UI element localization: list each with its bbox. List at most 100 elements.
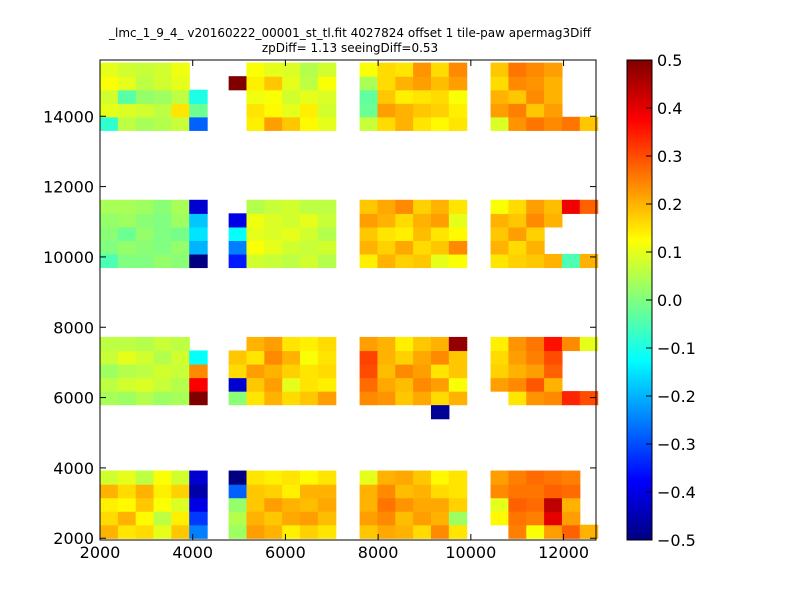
heatmap-cell — [359, 484, 379, 499]
y-tick-label: 6000 — [53, 389, 94, 408]
heatmap-cell — [282, 377, 301, 392]
heatmap-cell — [317, 226, 337, 241]
heatmap-cell — [246, 377, 265, 392]
heatmap-cell — [264, 240, 283, 255]
heatmap-cell — [508, 226, 527, 241]
heatmap-cell — [300, 484, 319, 499]
heatmap-cell — [100, 62, 119, 77]
heatmap-cell — [228, 240, 248, 255]
heatmap-cell — [300, 511, 319, 526]
heatmap-cell — [508, 336, 527, 352]
chart-title: _lmc_1_9_4_ v20160222_00001_st_tl.fit 40… — [108, 26, 592, 40]
heatmap-cell — [508, 511, 527, 526]
heatmap-cell — [395, 116, 414, 131]
heatmap-cell — [359, 76, 379, 91]
heatmap-cell — [395, 253, 414, 269]
heatmap-cell — [282, 213, 301, 228]
heatmap-cell — [153, 524, 172, 539]
heatmap-cell — [395, 377, 414, 392]
heatmap-cell — [490, 484, 509, 499]
heatmap-cell — [300, 226, 319, 241]
heatmap-cell — [395, 199, 414, 214]
heatmap-cell — [544, 253, 563, 269]
heatmap-cell — [395, 391, 414, 406]
heatmap-cell — [264, 199, 283, 214]
heatmap-cell — [413, 484, 432, 499]
heatmap-cell — [117, 62, 137, 77]
heatmap-cell — [430, 336, 450, 352]
heatmap-cell — [430, 199, 450, 214]
heatmap-cell — [189, 103, 208, 118]
heatmap-cell — [282, 240, 301, 255]
heatmap-cell — [171, 89, 190, 104]
heatmap-cell — [359, 391, 379, 406]
heatmap-cell — [413, 470, 432, 485]
heatmap-cell — [448, 213, 468, 228]
heatmap-cell — [171, 103, 190, 118]
heatmap-cell — [153, 470, 172, 485]
heatmap-cell — [300, 497, 319, 512]
heatmap-cell — [153, 497, 172, 512]
heatmap-cell — [413, 253, 432, 269]
heatmap-cell — [264, 226, 283, 241]
heatmap-cell — [561, 511, 581, 526]
heatmap-cell — [430, 62, 450, 77]
heatmap-cell — [264, 116, 283, 131]
heatmap-cell — [377, 364, 396, 379]
heatmap-cell — [228, 226, 248, 241]
heatmap-cell — [544, 484, 563, 499]
heatmap-cell — [135, 336, 155, 352]
heatmap-cell — [228, 391, 248, 406]
heatmap-cell — [264, 511, 283, 526]
heatmap-cell — [171, 497, 190, 512]
heatmap-cell — [282, 336, 301, 352]
heatmap-cell — [135, 377, 155, 392]
heatmap-cell — [359, 336, 379, 352]
heatmap-cell — [508, 377, 527, 392]
heatmap-cell — [490, 497, 509, 512]
colorbar-tick-label: 0.3 — [657, 147, 682, 166]
heatmap-cell — [171, 524, 190, 539]
heatmap-cell — [377, 524, 396, 539]
heatmap-cell — [490, 89, 509, 104]
heatmap-cell — [246, 336, 265, 352]
colorbar-tick-label: 0.2 — [657, 195, 682, 214]
heatmap-cell — [430, 76, 450, 91]
heatmap-cell — [153, 240, 172, 255]
heatmap-cell — [282, 76, 301, 91]
heatmap-cell — [490, 199, 509, 214]
heatmap-cell — [317, 213, 337, 228]
heatmap-cell — [189, 89, 208, 104]
heatmap-cell — [282, 391, 301, 406]
heatmap-cell — [508, 240, 527, 255]
heatmap-cell — [526, 484, 545, 499]
heatmap-cell — [413, 62, 432, 77]
heatmap-cell — [430, 497, 450, 512]
heatmap-cell — [189, 253, 208, 269]
heatmap-cell — [490, 76, 509, 91]
heatmap-cell — [430, 511, 450, 526]
heatmap-cell — [430, 377, 450, 392]
heatmap-cell — [413, 226, 432, 241]
heatmap-cell — [264, 524, 283, 539]
heatmap-cell — [508, 116, 527, 131]
heatmap-cell — [413, 76, 432, 91]
heatmap-cell — [526, 524, 545, 539]
heatmap-cell — [544, 89, 563, 104]
heatmap-cell — [300, 89, 319, 104]
colorbar-tick-label: −0.5 — [657, 531, 696, 550]
heatmap-cell — [508, 103, 527, 118]
heatmap-cell — [526, 103, 545, 118]
heatmap-cell — [508, 199, 527, 214]
heatmap-cell — [100, 89, 119, 104]
heatmap-cell — [413, 391, 432, 406]
heatmap-cell — [490, 364, 509, 379]
heatmap-cell — [246, 240, 265, 255]
colorbar-tick-label: −0.4 — [657, 483, 696, 502]
heatmap-cell — [508, 62, 527, 77]
heatmap-cell — [448, 511, 468, 526]
heatmap-cell — [526, 336, 545, 352]
heatmap-cell — [395, 524, 414, 539]
heatmap-cell — [246, 391, 265, 406]
heatmap-cell — [413, 336, 432, 352]
